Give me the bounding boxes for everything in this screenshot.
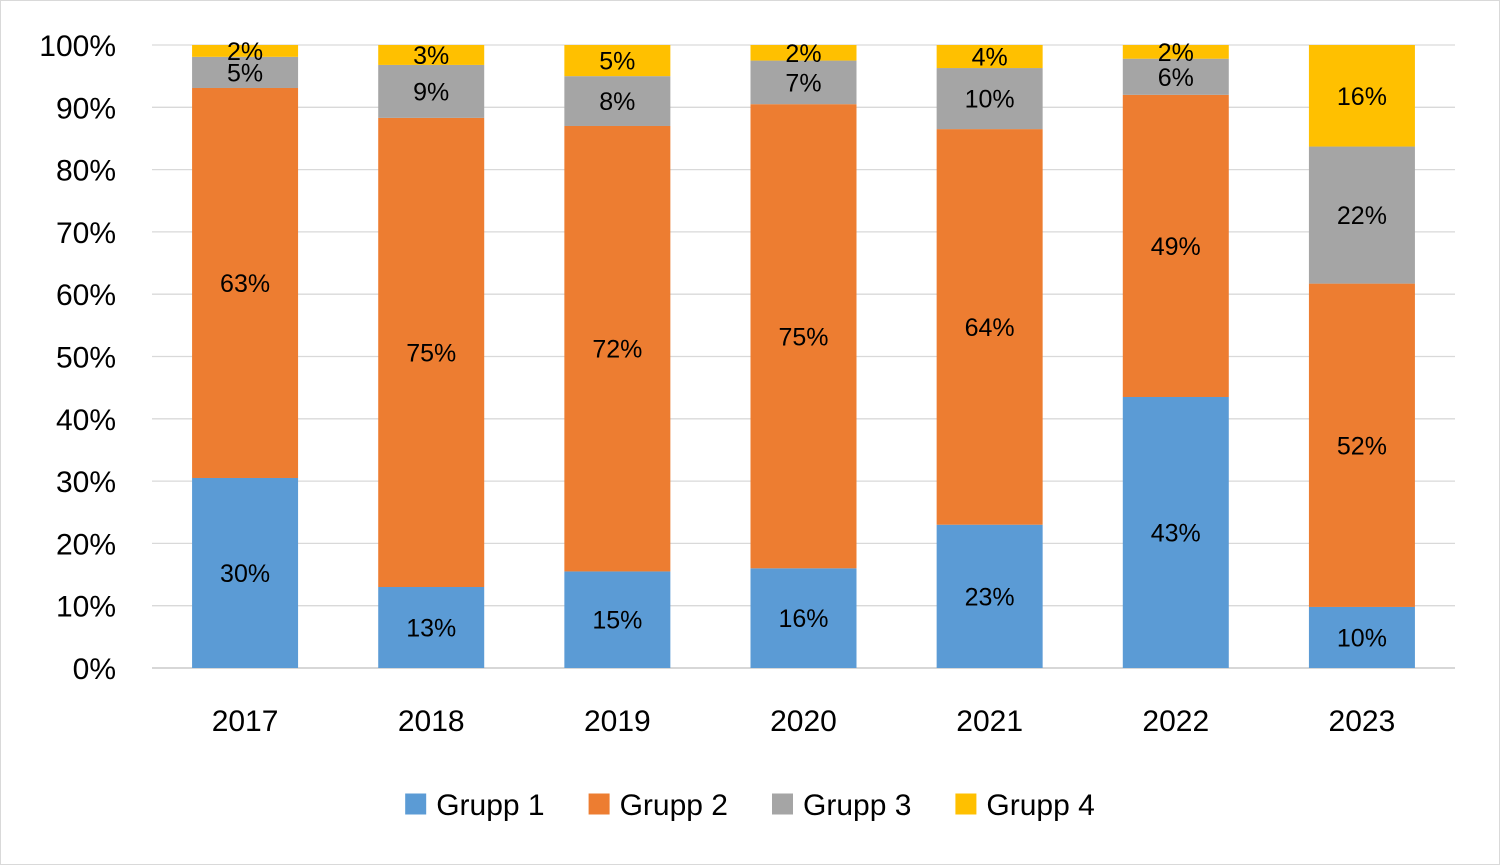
data-label: 13% xyxy=(406,615,456,643)
bar-segment xyxy=(378,64,485,118)
bar-segment xyxy=(1122,94,1229,397)
bar-segment xyxy=(750,60,857,105)
data-label: 8% xyxy=(599,88,635,116)
bar-segment xyxy=(936,68,1043,130)
x-tick-label: 2020 xyxy=(770,705,837,738)
data-label: 6% xyxy=(1158,64,1194,92)
data-label: 2% xyxy=(227,38,263,66)
data-label: 22% xyxy=(1337,202,1387,230)
bar-segment xyxy=(192,87,299,478)
data-label: 5% xyxy=(227,59,263,87)
data-label: 2% xyxy=(785,40,821,68)
x-tick-label: 2022 xyxy=(1142,705,1209,738)
bar-segment xyxy=(750,568,857,668)
bar-segment xyxy=(378,117,485,588)
data-label: 9% xyxy=(413,78,449,106)
data-label: 2% xyxy=(1158,39,1194,67)
data-label: 10% xyxy=(965,86,1015,114)
y-tick-label: 30% xyxy=(56,466,116,499)
data-label: 64% xyxy=(965,314,1015,342)
y-tick-label: 10% xyxy=(56,591,116,624)
data-label: 16% xyxy=(778,605,828,633)
bar-segment xyxy=(750,104,857,569)
data-label: 43% xyxy=(1151,519,1201,547)
bar-segment xyxy=(936,45,1043,69)
data-label: 16% xyxy=(1337,83,1387,111)
y-tick-label: 90% xyxy=(56,92,116,125)
bar-segment xyxy=(564,45,671,77)
bar-segment xyxy=(192,56,299,88)
legend-label: Grupp 1 xyxy=(436,789,544,822)
y-tick-label: 100% xyxy=(39,30,116,63)
data-label: 15% xyxy=(592,607,642,635)
bar-segment xyxy=(1308,45,1415,147)
data-label: 75% xyxy=(406,339,456,367)
bar-segment xyxy=(1122,396,1229,668)
bar-segment xyxy=(750,45,857,61)
legend-swatch xyxy=(955,793,977,815)
legend-label: Grupp 3 xyxy=(803,789,911,822)
data-label: 23% xyxy=(965,583,1015,611)
data-label: 72% xyxy=(592,336,642,364)
bar-segment xyxy=(564,76,671,126)
data-label: 52% xyxy=(1337,432,1387,460)
bar-segment xyxy=(1122,58,1229,95)
bar-segment xyxy=(378,587,485,668)
bar-segment xyxy=(1308,146,1415,284)
x-tick-label: 2018 xyxy=(398,705,465,738)
y-tick-label: 50% xyxy=(56,342,116,375)
legend-swatch xyxy=(588,793,610,815)
bar-segment xyxy=(192,45,299,57)
y-tick-label: 0% xyxy=(73,653,116,686)
data-label: 30% xyxy=(220,560,270,588)
bar-segment xyxy=(936,524,1043,668)
bar-segment xyxy=(1308,606,1415,668)
y-tick-label: 40% xyxy=(56,404,116,437)
y-tick-label: 80% xyxy=(56,155,116,188)
data-label: 49% xyxy=(1151,233,1201,261)
bar-segment xyxy=(564,571,671,668)
data-label: 75% xyxy=(778,323,828,351)
y-axis: 0% 10% 20% 30% 40% 50% 60% 70% 80% 90% 100% xyxy=(39,30,116,686)
legend: Grupp 1 Grupp 2 Grupp 3 Grupp 4 xyxy=(405,789,1095,822)
bars xyxy=(192,45,1415,668)
x-tick-label: 2017 xyxy=(212,705,279,738)
data-label: 7% xyxy=(785,69,821,97)
bar-segment xyxy=(564,125,671,572)
legend-label: Grupp 4 xyxy=(986,789,1094,822)
data-label: 5% xyxy=(599,48,635,76)
y-tick-label: 60% xyxy=(56,279,116,312)
legend-label: Grupp 2 xyxy=(620,789,728,822)
bar-segment xyxy=(1308,283,1415,607)
data-label: 10% xyxy=(1337,624,1387,652)
y-tick-label: 70% xyxy=(56,217,116,250)
x-axis: 2017 2018 2019 2020 2021 2022 2023 xyxy=(212,705,1396,738)
bar-segment xyxy=(378,45,485,65)
bar-segment xyxy=(936,129,1043,525)
legend-swatch xyxy=(772,793,793,815)
x-tick-label: 2019 xyxy=(584,705,651,738)
y-tick-label: 20% xyxy=(56,528,116,561)
data-label: 3% xyxy=(413,42,449,70)
bar-segment xyxy=(192,477,299,668)
data-label: 63% xyxy=(220,270,270,298)
bar-segment xyxy=(1122,45,1229,59)
legend-swatch xyxy=(405,793,427,815)
data-label: 4% xyxy=(972,44,1008,72)
data-labels: 30%63%5%2%13%75%9%3%15%72%8%5%16%75%7%2%… xyxy=(220,38,1387,653)
x-tick-label: 2023 xyxy=(1329,705,1396,738)
x-tick-label: 2021 xyxy=(956,705,1023,738)
